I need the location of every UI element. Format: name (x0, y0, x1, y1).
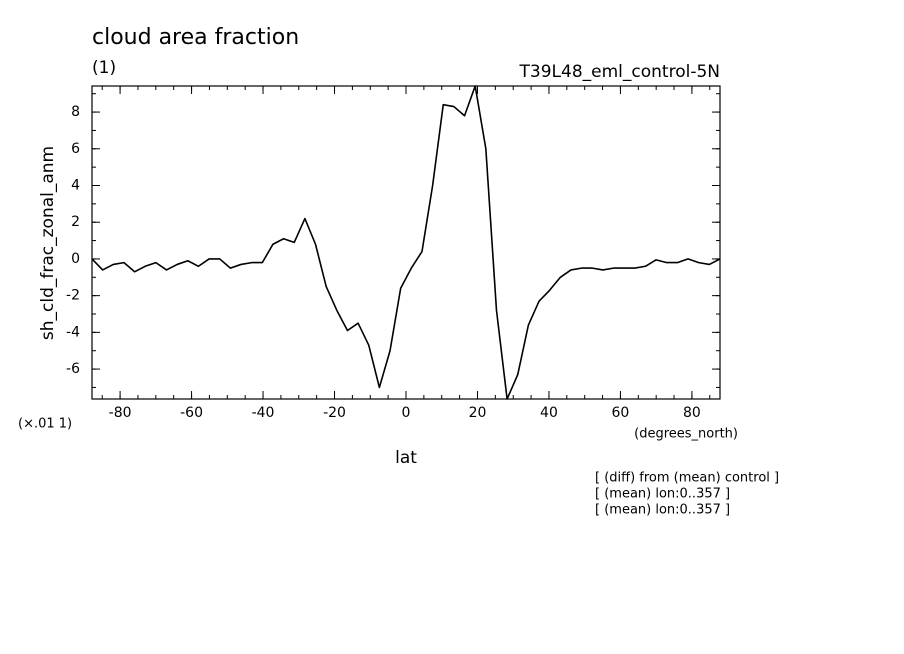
dataset-label: T39L48_eml_control-5N (519, 62, 720, 82)
y-tick-label: 2 (71, 214, 80, 230)
x-tick-label: 80 (683, 405, 701, 421)
x-tick-label: -40 (252, 405, 275, 421)
x-tick-label: 20 (469, 405, 487, 421)
x-axis-label: lat (395, 448, 417, 468)
x-tick-label: -60 (180, 405, 203, 421)
note: [ (diff) from (mean) control ] (595, 471, 779, 486)
x-units: (degrees_north) (634, 427, 738, 442)
y-tick-label: 0 (71, 251, 80, 267)
y-tick-label: -4 (66, 324, 80, 340)
x-tick-label: 60 (612, 405, 630, 421)
chart-title: cloud area fraction (92, 25, 299, 50)
data-line (91, 85, 721, 400)
y-tick-label: 6 (71, 141, 80, 157)
note: [ (mean) lon:0..357 ] (595, 487, 730, 502)
y-tick-label: -2 (66, 288, 80, 304)
x-tick-label: 40 (540, 405, 558, 421)
y-axis-label: sh_cld_frac_zonal_anm (38, 146, 58, 340)
x-tick-label: 0 (402, 405, 411, 421)
y-tick-label: 8 (71, 104, 80, 120)
subtitle: (1) (92, 58, 116, 78)
y-tick-label: 4 (71, 177, 80, 193)
note: [ (mean) lon:0..357 ] (595, 503, 730, 518)
y-tick-label: -6 (66, 361, 80, 377)
x-tick-label: -80 (109, 405, 132, 421)
y-scale-note: (×.01 1) (18, 417, 72, 432)
x-tick-label: -20 (323, 405, 346, 421)
